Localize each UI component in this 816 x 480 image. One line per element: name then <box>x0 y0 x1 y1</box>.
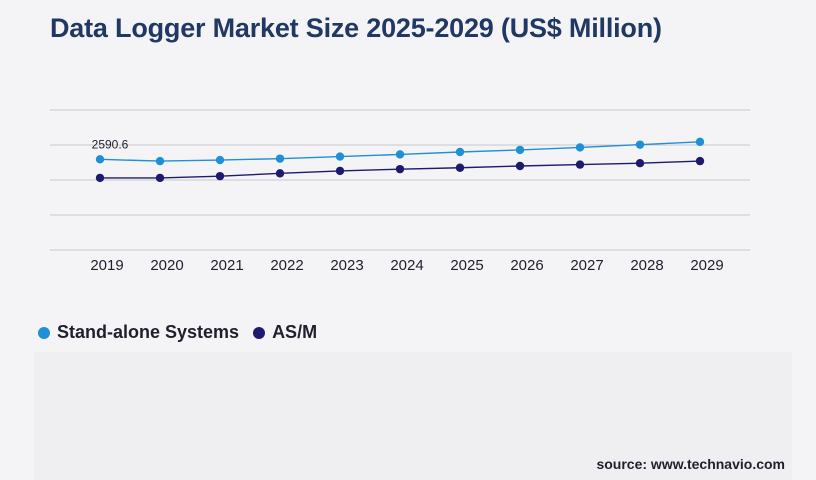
data-point <box>635 140 645 149</box>
chart-title: Data Logger Market Size 2025-2029 (US$ M… <box>50 13 662 43</box>
data-point <box>455 147 465 157</box>
line-chart: 2019 2020 2021 2022 2023 2024 2025 2026 2027 2028… <box>50 109 750 274</box>
source-label: source: www.technavio.com <box>596 456 785 472</box>
data-point <box>95 173 105 183</box>
x-tick-label: 2019 <box>90 257 123 274</box>
legend-label-asm: AS/M <box>272 322 318 342</box>
data-point <box>335 166 345 176</box>
x-tick-label: 2023 <box>330 257 363 274</box>
data-point <box>95 155 105 164</box>
legend-marker-standalone <box>38 326 50 339</box>
data-point <box>455 163 465 172</box>
background-panel <box>34 352 792 480</box>
data-point <box>155 156 165 166</box>
data-point <box>635 159 645 168</box>
legend-item-standalone: Stand-alone Systems <box>38 322 239 343</box>
data-point <box>695 137 705 147</box>
data-point <box>155 173 165 183</box>
x-tick-label: 2028 <box>630 257 663 274</box>
data-point <box>515 161 525 171</box>
legend-marker-asm <box>253 326 266 339</box>
x-tick-label: 2025 <box>450 257 483 274</box>
x-tick-label: 2020 <box>150 257 183 274</box>
data-point <box>215 171 225 181</box>
x-tick-label: 2027 <box>570 257 603 274</box>
data-point <box>395 164 405 174</box>
legend: Stand-alone Systems AS/M <box>38 322 331 343</box>
x-tick-label: 2024 <box>390 257 423 274</box>
data-point <box>275 154 285 163</box>
data-point <box>695 156 705 166</box>
x-tick-label: 2029 <box>690 257 723 274</box>
data-point <box>515 145 525 155</box>
data-point <box>575 143 585 152</box>
data-point <box>395 150 405 159</box>
x-tick-label: 2022 <box>270 257 303 274</box>
data-point <box>575 160 585 169</box>
data-point <box>275 169 285 178</box>
legend-item-asm: AS/M <box>253 322 317 343</box>
legend-label-standalone: Stand-alone Systems <box>57 322 240 342</box>
x-tick-label: 2026 <box>510 257 543 274</box>
data-point <box>215 155 225 165</box>
x-tick-label: 2021 <box>210 257 243 274</box>
data-point <box>335 152 345 161</box>
data-label: 2590.6 <box>92 137 129 151</box>
